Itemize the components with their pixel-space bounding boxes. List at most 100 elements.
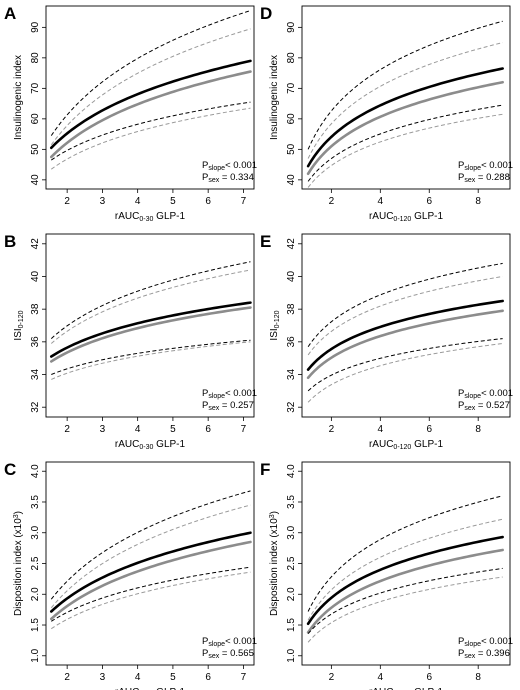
y-tick-label: 34	[30, 369, 41, 381]
series-male-ci-lower-b	[51, 339, 251, 375]
series-male-ci-lower-e	[307, 338, 503, 392]
y-tick-label: 1.5	[30, 618, 41, 632]
x-axis-title-f: rAUC0-120 GLP-1	[369, 687, 443, 690]
y-tick-label: 3.5	[286, 495, 297, 509]
x-tick-label: 2	[329, 424, 335, 435]
x-tick-label: 5	[170, 196, 176, 207]
series-male-fit-f	[306, 535, 504, 626]
plot-frame-a	[45, 5, 255, 190]
series-male-fit-e	[306, 299, 504, 371]
p-sex-annotation-b: Psex = 0.257	[202, 400, 254, 412]
y-tick-label: 4.0	[286, 464, 297, 478]
x-axis-title-d: rAUC0-120 GLP-1	[369, 211, 443, 223]
x-tick-label: 2	[64, 424, 70, 435]
x-tick-label: 8	[475, 196, 481, 207]
p-slope-annotation-a: Pslope< 0.001	[202, 160, 257, 172]
p-sex-annotation-c: Psex = 0.565	[202, 648, 254, 660]
y-tick-label: 1.5	[286, 618, 297, 632]
panel-letter-d: D	[260, 4, 272, 23]
y-tick-label: 50	[286, 143, 297, 155]
x-axis-title-a: rAUC0-30 GLP-1	[115, 211, 186, 223]
x-axis-title-e: rAUC0-120 GLP-1	[369, 439, 443, 451]
series-male-fit-d	[306, 67, 504, 168]
series-female-ci-upper-d	[307, 42, 503, 159]
y-axis-title-a: Insulinogenic index	[13, 55, 24, 140]
y-tick-label: 36	[30, 336, 41, 348]
y-tick-label: 90	[286, 21, 297, 33]
series-male-ci-upper-a	[50, 10, 251, 136]
y-tick-label: 42	[286, 238, 297, 250]
series-male-ci-upper-d	[307, 20, 503, 150]
y-tick-label: 2.0	[286, 587, 297, 601]
series-male-fit-b	[49, 301, 252, 358]
panel-letter-e: E	[260, 232, 271, 251]
x-tick-label: 6	[426, 196, 432, 207]
y-tick-label: 3.0	[286, 525, 297, 539]
y-tick-label: 40	[30, 174, 41, 186]
x-tick-label: 7	[241, 424, 247, 435]
series-female-ci-lower-c	[51, 571, 251, 630]
x-tick-label: 8	[475, 424, 481, 435]
series-female-fit-b	[49, 306, 252, 363]
panel-e: E 2 4 6 8 32 34 36 38 40 42 rAUC0-120 GLP-1 ISI0-120…	[260, 232, 513, 451]
x-tick-label: 4	[135, 196, 141, 207]
y-tick-label: 4.0	[30, 464, 41, 478]
x-tick-label: 2	[64, 196, 70, 207]
series-male-ci-lower-d	[307, 104, 503, 182]
y-axis-title-b: ISI0-120	[13, 310, 25, 340]
y-tick-label: 60	[286, 113, 297, 125]
series-male-fit-a	[49, 59, 252, 150]
y-axis-title-e: ISI0-120	[269, 310, 281, 340]
series-male-ci-upper-e	[307, 262, 503, 348]
series-female-ci-upper-c	[50, 504, 251, 609]
y-tick-label: 40	[30, 270, 41, 282]
series-male-ci-upper-b	[50, 261, 251, 339]
series-female-ci-upper-f	[307, 518, 503, 621]
panel-letter-c: C	[4, 460, 16, 479]
y-axis-title-d: Insulinogenic index	[269, 55, 280, 140]
panel-letter-f: F	[260, 460, 270, 479]
series-male-ci-lower-a	[51, 101, 251, 161]
x-tick-label: 6	[205, 424, 211, 435]
plot-frame-f	[301, 461, 511, 666]
y-tick-label: 40	[286, 174, 297, 186]
x-tick-label: 2	[329, 672, 335, 683]
p-sex-annotation-a: Psex = 0.334	[202, 172, 254, 184]
series-female-ci-lower-e	[307, 342, 503, 403]
y-tick-label: 38	[30, 303, 41, 315]
x-tick-label: 2	[64, 672, 70, 683]
y-tick-label: 1.0	[286, 648, 297, 662]
x-tick-label: 6	[205, 672, 211, 683]
panel-a: A 2 3 4 5 6 7 40 50 60 70 80 90 rAUC0-30 GLP-1 Insulin…	[4, 4, 257, 223]
y-tick-label: 90	[30, 21, 41, 33]
x-tick-label: 5	[170, 672, 176, 683]
y-tick-label: 70	[30, 82, 41, 94]
series-female-ci-lower-b	[51, 341, 251, 380]
series-female-fit-c	[49, 540, 252, 621]
y-tick-label: 70	[286, 82, 297, 94]
p-slope-annotation-f: Pslope< 0.001	[458, 636, 513, 648]
plot-frame-c	[45, 461, 255, 666]
series-female-ci-upper-b	[50, 269, 251, 344]
p-sex-annotation-f: Psex = 0.396	[458, 648, 510, 660]
x-tick-label: 3	[100, 424, 106, 435]
y-tick-label: 2.5	[30, 556, 41, 570]
x-axis-title-c: rAUC0-30 GLP-1	[115, 687, 186, 690]
x-tick-label: 6	[426, 672, 432, 683]
x-tick-label: 3	[100, 196, 106, 207]
panel-c: C 2 3 4 5 6 7 1.0 1.5 2.0 2.5 3.0 3.5 4.0 rAUC0-30 GLP…	[4, 460, 257, 690]
x-tick-label: 3	[100, 672, 106, 683]
x-tick-label: 5	[170, 424, 176, 435]
series-female-ci-upper-a	[50, 28, 251, 146]
x-tick-label: 4	[135, 424, 141, 435]
plot-frame-d	[301, 5, 511, 190]
series-male-ci-lower-c	[51, 566, 251, 622]
panel-letter-b: B	[4, 232, 16, 251]
y-tick-label: 32	[286, 401, 297, 413]
x-tick-label: 7	[241, 196, 247, 207]
series-female-fit-e	[306, 309, 504, 380]
series-female-ci-lower-f	[307, 576, 503, 643]
plot-frame-e	[301, 233, 511, 418]
series-female-fit-d	[306, 80, 504, 176]
